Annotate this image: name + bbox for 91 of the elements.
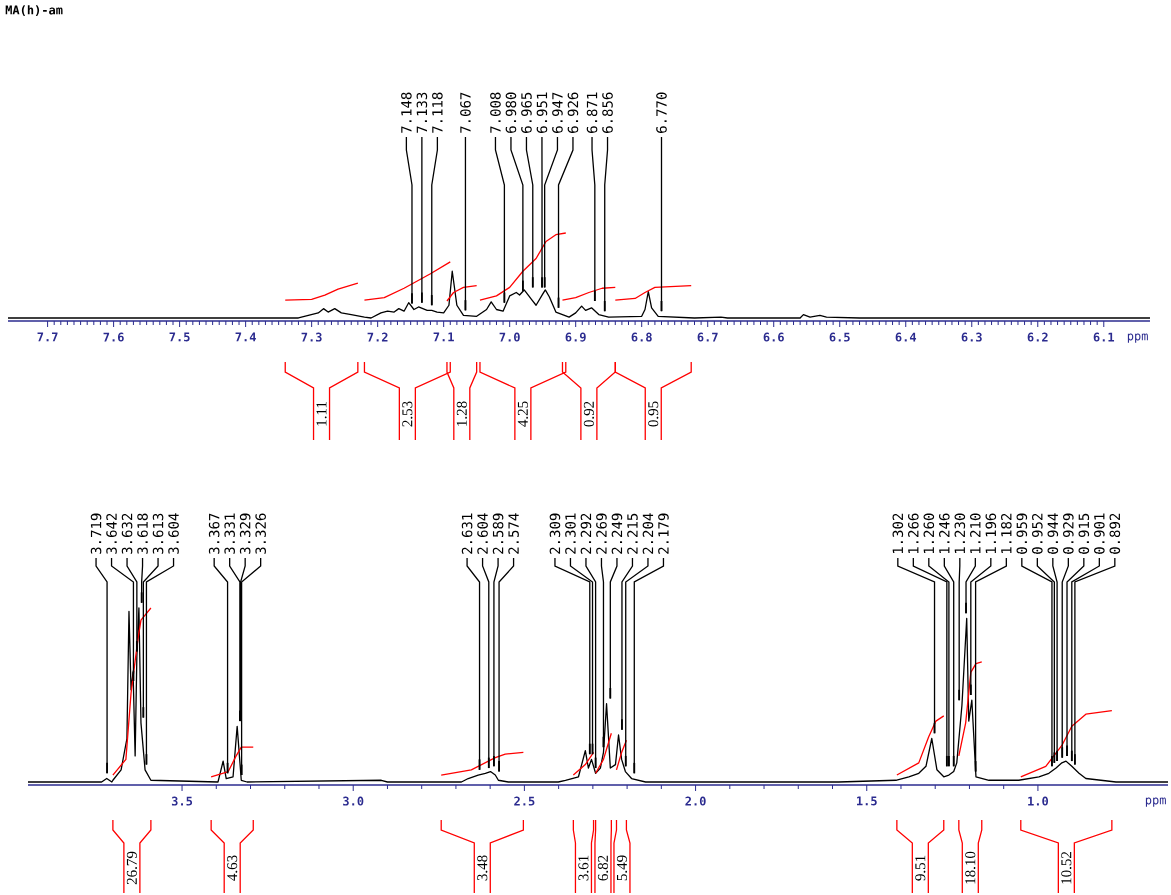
annotation: 3.326 [255,513,266,554]
annotation: 3.367 [208,513,220,554]
annotation: 0.944 [1047,513,1059,554]
annotation: 2.269 [596,513,607,554]
annotation: 2.249 [611,513,623,554]
text: 1.28 [456,401,467,426]
text: 3.61 [578,855,589,881]
annotation: 1.210 [970,513,981,554]
annotation: 3.618 [137,513,148,554]
x-axis-title: ppm [1145,797,1166,807]
x-tick-label: 2.5 [514,796,535,806]
annotation: 2.204 [642,513,654,554]
annotation: 0.901 [1094,513,1105,554]
text: 2.53 [402,401,413,427]
x-tick-label: 7.3 [301,332,322,342]
x-tick-label: 6.3 [961,332,982,342]
annotation: 3.613 [152,513,164,554]
text: 0.92 [583,401,594,427]
annotation: 3.719 [90,513,102,554]
annotation: 3.329 [239,513,251,554]
annotation: 3.632 [121,513,133,554]
annotation: 3.642 [106,513,117,554]
annotation: 6.980 [505,92,517,133]
text: 0.95 [648,401,659,427]
annotation: 6.947 [552,92,563,133]
annotation: 1.230 [954,513,966,554]
x-axis-title: ppm [1127,333,1148,343]
annotation: 7.067 [460,92,471,133]
x-tick-label: 6.6 [763,332,784,342]
annotation: 6.951 [536,92,548,133]
annotation: 0.929 [1063,513,1074,554]
annotation: 7.133 [416,92,428,133]
annotation: 0.892 [1109,513,1121,554]
annotation: 2.574 [508,513,519,554]
x-tick-label: 6.9 [565,332,586,342]
annotation: 2.292 [580,513,592,554]
annotation: 1.196 [985,513,997,554]
x-tick-label: 7.4 [235,332,256,342]
x-tick-label: 7.5 [169,332,190,342]
annotation: 6.856 [602,92,613,133]
x-tick-label: 7.2 [367,332,388,342]
x-tick-label: 1.5 [857,796,877,806]
x-tick-label: 6.7 [697,332,718,342]
text: 9.51 [915,855,926,881]
annotation: 7.148 [401,92,412,133]
x-tick-label: 6.5 [829,332,850,342]
annotation: 7.008 [490,92,501,133]
annotation: 2.309 [549,513,561,554]
annotation: 2.215 [627,513,638,554]
annotation: 2.179 [658,513,669,554]
x-tick-label: 7.1 [433,332,454,342]
annotation: 7.118 [432,92,443,133]
annotation: 0.959 [1016,513,1028,554]
x-tick-label: 6.1 [1093,332,1115,342]
text: 18.10 [965,851,976,884]
text: 3.48 [477,855,488,881]
annotation: 0.915 [1078,513,1090,554]
text: 4.25 [517,401,528,427]
annotation: 6.770 [656,92,667,133]
x-tick-label: 7.0 [499,332,520,342]
text: 26.79 [126,851,137,885]
annotation: 6.926 [567,92,579,133]
x-tick-label: 3.5 [171,796,193,806]
text: 10.52 [1061,851,1072,884]
annotation: 2.604 [477,513,488,554]
annotation: 1.260 [923,513,935,554]
annotation: 0.952 [1032,513,1043,554]
x-tick-label: 6.4 [895,332,917,342]
text: 5.49 [616,855,628,881]
x-tick-label: 6.8 [631,332,652,342]
annotation: 6.965 [521,92,532,133]
x-tick-label: 1.0 [1028,796,1049,806]
annotation: 2.631 [461,513,473,554]
chart-title: MA(h)-am [5,5,63,16]
x-tick-label: 2.0 [685,796,706,806]
annotation: 3.331 [224,513,235,554]
annotation: 6.871 [586,92,598,133]
annotation: 1.302 [892,513,904,554]
annotation: 1.182 [1001,513,1012,554]
text: 1.11 [316,402,327,426]
annotation: 1.266 [908,513,919,554]
annotation: 2.301 [565,513,576,554]
annotation: 1.246 [939,513,950,554]
x-tick-label: 7.7 [37,332,58,342]
x-tick-label: 7.6 [103,332,124,342]
text: 6.82 [597,855,609,881]
text: 4.63 [227,855,238,881]
annotation: 3.604 [168,513,179,554]
x-tick-label: 3.0 [343,796,364,806]
annotation: 2.589 [492,513,504,554]
x-tick-label: 6.2 [1027,332,1048,342]
